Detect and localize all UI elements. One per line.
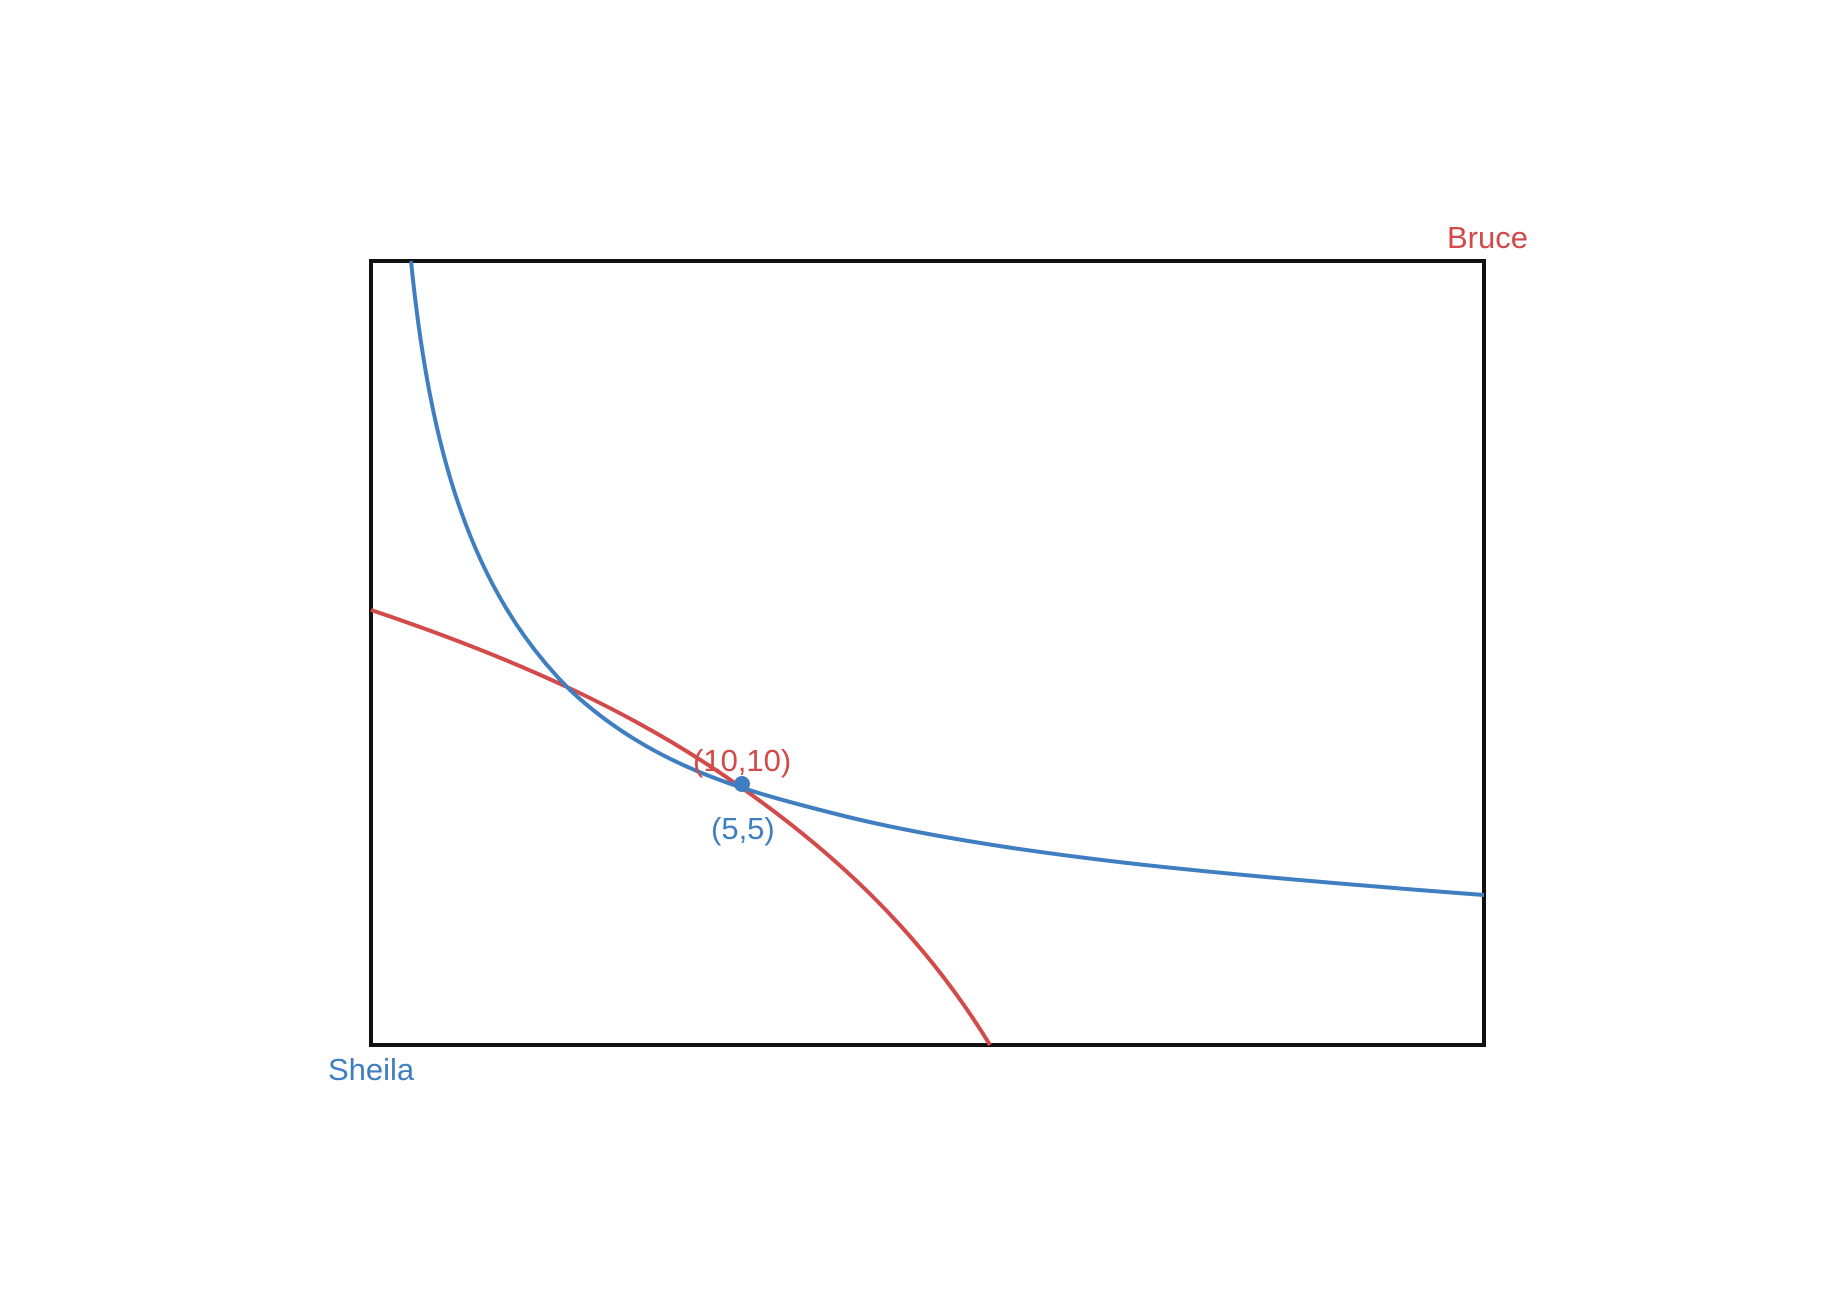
endowment-point	[734, 776, 750, 792]
box-frame	[369, 259, 1486, 1047]
bruce-origin-label: Bruce	[1447, 220, 1528, 255]
endowment-bruce-label: (10,10)	[693, 743, 792, 778]
sheila-origin-label: Sheila	[328, 1052, 415, 1087]
endowment-sheila-label: (5,5)	[711, 811, 775, 846]
sheila-indifference-curve	[409, 260, 1485, 897]
